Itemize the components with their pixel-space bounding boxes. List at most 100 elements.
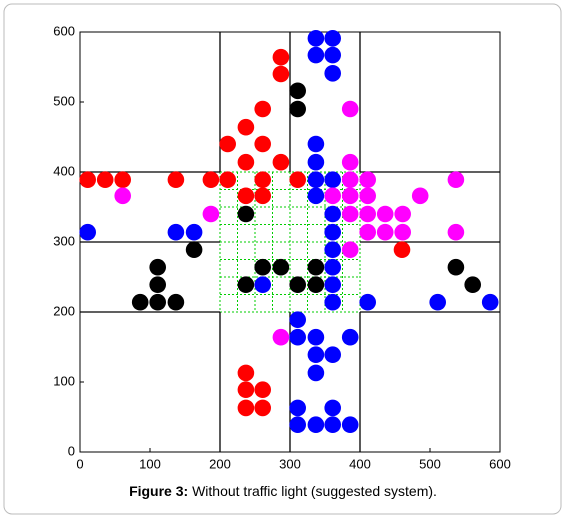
vehicle-dot	[237, 153, 255, 171]
caption: Figure 3: Without traffic light (suggest…	[129, 483, 437, 499]
vehicle-dot	[307, 346, 325, 364]
y-tick-label: 400	[53, 163, 75, 178]
vehicle-dot	[324, 276, 342, 294]
vehicle-dot	[324, 65, 342, 82]
vehicle-dot	[464, 276, 482, 294]
vehicle-dot	[307, 46, 325, 64]
vehicle-dot	[307, 416, 325, 434]
vehicle-dot	[131, 293, 149, 311]
vehicle-dot	[149, 276, 166, 294]
y-tick-label: 100	[53, 373, 75, 388]
vehicle-dot	[324, 346, 342, 364]
vehicle-dot	[324, 399, 342, 417]
vehicle-dot	[272, 258, 290, 276]
vehicle-dot	[307, 364, 325, 382]
vehicle-dot	[254, 135, 271, 153]
vehicle-dot	[202, 205, 220, 223]
vehicle-dot	[324, 30, 342, 47]
vehicle-dot	[359, 171, 377, 188]
vehicle-dot	[341, 205, 359, 223]
vehicle-dot	[324, 171, 342, 188]
vehicle-dot	[289, 276, 307, 294]
caption-label: Figure 3:	[129, 483, 188, 499]
vehicle-dot	[114, 171, 131, 188]
vehicle-dot	[359, 205, 377, 223]
vehicle-dot	[341, 328, 359, 346]
vehicle-dot	[411, 187, 429, 205]
vehicle-dot	[237, 399, 255, 417]
vehicle-dot	[79, 223, 96, 241]
y-tick-label: 200	[53, 303, 75, 318]
vehicle-dot	[272, 328, 290, 346]
vehicle-dot	[307, 328, 325, 346]
y-tick-label: 600	[53, 23, 75, 38]
vehicle-dot	[289, 399, 307, 417]
x-tick-label: 300	[279, 456, 301, 471]
x-tick-label: 600	[489, 456, 511, 471]
vehicle-dot	[272, 65, 290, 83]
x-tick-label: 100	[139, 456, 161, 471]
plot: 0 100 200 300 400 500 600 0 100 200 300 400 500 600	[53, 23, 511, 471]
vehicle-dot	[393, 241, 411, 258]
x-tick-label: 200	[209, 456, 231, 471]
vehicle-dot	[341, 171, 359, 188]
vehicle-dot	[254, 399, 271, 417]
vehicle-dot	[289, 311, 307, 329]
vehicle-dot	[202, 171, 220, 188]
vehicle-dot	[324, 187, 342, 205]
vehicle-dot	[237, 364, 255, 382]
vehicle-dot	[307, 258, 325, 276]
vehicle-dot	[324, 258, 342, 276]
caption-text: Without traffic light (suggested system)…	[192, 483, 437, 499]
vehicle-dot	[237, 276, 255, 294]
vehicle-dot	[307, 30, 325, 47]
x-tick-label: 500	[419, 456, 441, 471]
vehicle-dot	[341, 241, 359, 258]
vehicle-dot	[237, 381, 255, 399]
vehicle-dot	[447, 171, 465, 188]
vehicle-dot	[79, 171, 96, 188]
vehicle-dot	[341, 416, 359, 434]
vehicle-dot	[394, 205, 412, 223]
x-tick-label: 0	[76, 456, 83, 471]
vehicle-dot	[324, 293, 342, 311]
vehicle-dot	[237, 187, 255, 205]
vehicle-dot	[307, 276, 325, 294]
vehicle-dot	[429, 293, 447, 311]
vehicle-dot	[254, 381, 271, 399]
vehicle-dot	[237, 118, 255, 136]
vehicle-dot	[272, 48, 290, 66]
x-tick-label: 400	[349, 456, 371, 471]
y-tick-label: 300	[53, 233, 75, 248]
vehicle-dot	[324, 241, 342, 258]
vehicle-dot	[307, 187, 325, 205]
vehicle-dot	[219, 171, 236, 188]
vehicle-dot	[149, 293, 166, 311]
vehicle-dot	[324, 416, 342, 434]
vehicle-dot	[307, 135, 325, 153]
vehicle-dot	[254, 258, 271, 276]
vehicle-dot	[237, 205, 255, 223]
vehicle-dot	[394, 223, 412, 241]
vehicle-dot	[167, 223, 185, 241]
vehicle-dot	[167, 293, 185, 311]
y-tick-label: 500	[53, 93, 75, 108]
vehicle-dot	[289, 416, 307, 434]
vehicle-dot	[114, 187, 131, 205]
vehicle-dot	[272, 153, 290, 171]
vehicle-dot	[481, 293, 499, 311]
vehicle-dot	[376, 205, 394, 223]
vehicle-dot	[289, 82, 307, 100]
vehicle-dot	[96, 171, 114, 188]
vehicle-dot	[185, 223, 203, 241]
vehicle-dot	[254, 171, 271, 188]
vehicle-dot	[307, 171, 325, 188]
vehicle-dot	[359, 293, 377, 311]
vehicle-dot	[289, 171, 307, 188]
vehicle-dot	[307, 153, 325, 171]
vehicle-dot	[359, 187, 377, 205]
vehicle-dot	[254, 187, 271, 205]
vehicle-dot	[447, 223, 465, 241]
vehicle-dot	[289, 100, 307, 118]
